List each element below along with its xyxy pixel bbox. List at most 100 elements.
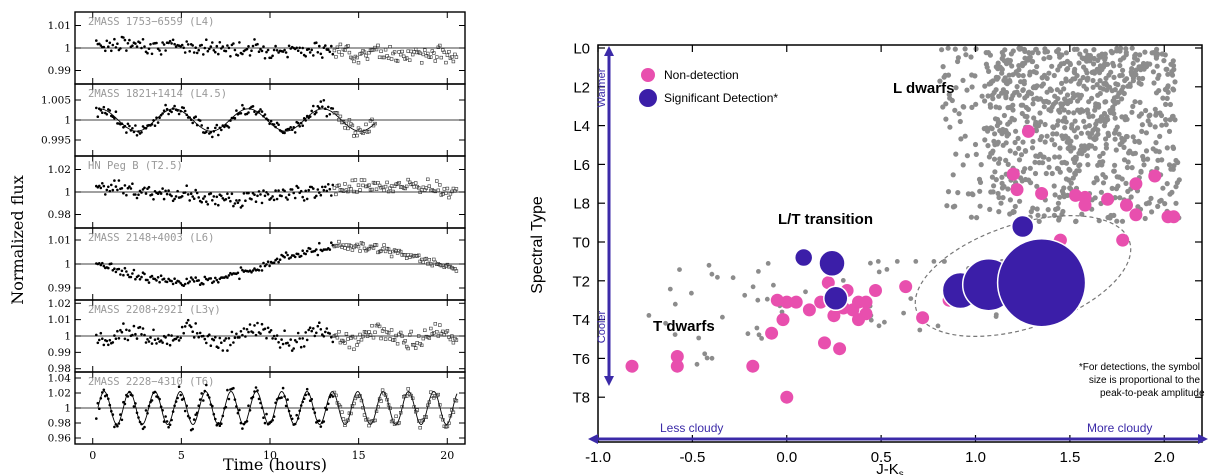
field-object-point	[1167, 117, 1173, 123]
lc-data-point	[200, 124, 203, 127]
field-object-point	[1063, 176, 1069, 182]
lc-data-point	[304, 331, 308, 334]
field-object-point	[868, 260, 873, 266]
field-object-point	[1049, 63, 1055, 69]
non-detection-point	[821, 276, 835, 290]
field-object-point	[1033, 85, 1039, 91]
field-object-point	[1044, 49, 1051, 55]
lc-data-point	[298, 337, 302, 340]
field-object-point	[1119, 176, 1125, 182]
lc-data-point	[331, 395, 335, 398]
lc-data-point	[259, 265, 262, 268]
lc-data-point	[409, 49, 413, 54]
field-object-point	[973, 101, 979, 107]
field-object-point	[884, 267, 890, 272]
field-object-point	[1103, 136, 1109, 142]
field-object-point	[1037, 110, 1043, 116]
field-object-point	[1142, 49, 1148, 55]
lc-data-point	[304, 393, 308, 397]
field-object-point	[950, 172, 956, 178]
lc-data-point	[367, 330, 371, 334]
lc-data-point	[338, 404, 343, 409]
lc-data-point	[319, 193, 323, 197]
lc-data-point	[214, 276, 217, 280]
lc-data-point	[412, 185, 416, 189]
field-object-point	[1036, 160, 1042, 166]
lc-data-point	[299, 51, 303, 55]
lc-data-point	[388, 44, 392, 49]
lc-data-point	[453, 52, 457, 57]
lc-data-point	[159, 339, 163, 342]
lc-data-point	[382, 327, 386, 331]
lc-data-point	[114, 110, 118, 113]
field-object-point	[961, 104, 967, 110]
field-object-point	[1080, 74, 1086, 81]
field-object-point	[982, 137, 988, 143]
lc-data-point	[451, 410, 456, 414]
lc-data-point	[122, 400, 125, 404]
field-object-point	[1067, 60, 1073, 66]
field-object-point	[1173, 200, 1179, 206]
lc-data-point	[149, 43, 152, 46]
lc-data-point	[327, 183, 330, 186]
field-object-point	[1071, 69, 1077, 75]
field-object-point	[941, 259, 947, 264]
lc-data-point	[386, 189, 391, 194]
lc-data-point	[174, 281, 178, 285]
lc-data-point	[224, 405, 228, 409]
lc-data-point	[98, 262, 101, 265]
lc-data-point	[158, 116, 161, 119]
field-object-point	[1012, 150, 1018, 156]
lc-data-point	[331, 107, 335, 110]
lc-data-point	[158, 49, 161, 52]
lc-data-point	[167, 189, 170, 192]
field-object-point	[1019, 63, 1026, 69]
lc-data-point	[156, 47, 160, 50]
field-object-point	[1146, 200, 1152, 206]
field-object-point	[1022, 48, 1028, 55]
field-object-point	[1167, 191, 1173, 197]
lc-data-point	[220, 47, 223, 50]
lc-data-point	[129, 187, 133, 190]
field-object-point	[1077, 109, 1083, 115]
lc-data-point	[188, 280, 191, 283]
field-object-point	[999, 174, 1005, 180]
field-object-point	[1153, 55, 1159, 61]
lc-y-tick-label: 0.98	[48, 209, 71, 221]
field-object-point	[677, 267, 682, 272]
lc-data-point	[277, 189, 280, 192]
lc-data-point	[123, 402, 127, 406]
lc-data-point	[426, 51, 430, 56]
lc-data-point	[185, 277, 188, 281]
lc-data-point	[131, 182, 134, 185]
lc-data-point	[319, 52, 323, 56]
field-object-point	[750, 284, 756, 290]
lc-x-tick-label: 15	[352, 449, 366, 462]
lc-data-point	[159, 405, 163, 409]
field-object-point	[1129, 45, 1135, 51]
lc-data-point	[102, 388, 106, 392]
lc-data-point	[251, 105, 255, 108]
lc-data-point	[167, 425, 170, 429]
lc-data-point	[119, 47, 122, 50]
field-object-point	[1152, 106, 1158, 112]
lc-data-point	[265, 191, 268, 194]
lc-data-point	[362, 50, 367, 54]
lc-data-point	[334, 55, 338, 59]
non-detection-point	[1129, 177, 1143, 191]
lc-data-point	[101, 261, 104, 265]
field-object-point	[1111, 63, 1117, 69]
lc-data-point	[353, 131, 358, 135]
field-object-point	[1046, 107, 1052, 113]
lc-data-point	[392, 50, 397, 54]
lc-data-point	[165, 342, 169, 346]
lc-y-tick-label: 1	[64, 259, 71, 271]
lc-data-point	[165, 280, 169, 284]
sp-y-tick-label: L4	[573, 118, 590, 135]
non-detection-point	[833, 342, 847, 356]
footnote-line-2: size is proportional to the	[1089, 375, 1201, 386]
lc-data-point	[171, 199, 175, 203]
lc-data-point	[248, 54, 252, 57]
lc-data-point	[413, 47, 418, 51]
